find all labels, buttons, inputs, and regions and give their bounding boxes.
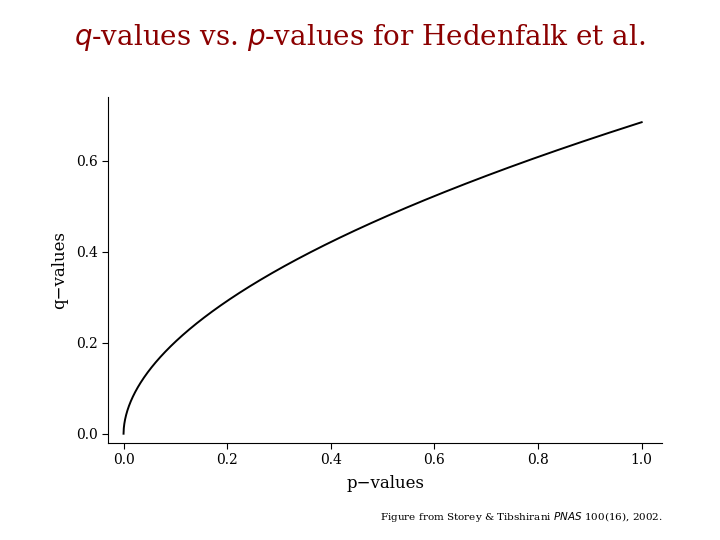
Text: Figure from Storey & Tibshirani $\mathit{PNAS}$ 100(16), 2002.: Figure from Storey & Tibshirani $\mathit… xyxy=(379,510,662,524)
X-axis label: p−values: p−values xyxy=(346,475,424,492)
Text: $\mathit{q}$-values vs. $\mathit{p}$-values for Hedenfalk et al.: $\mathit{q}$-values vs. $\mathit{p}$-val… xyxy=(74,22,646,53)
Y-axis label: q−values: q−values xyxy=(51,231,68,309)
